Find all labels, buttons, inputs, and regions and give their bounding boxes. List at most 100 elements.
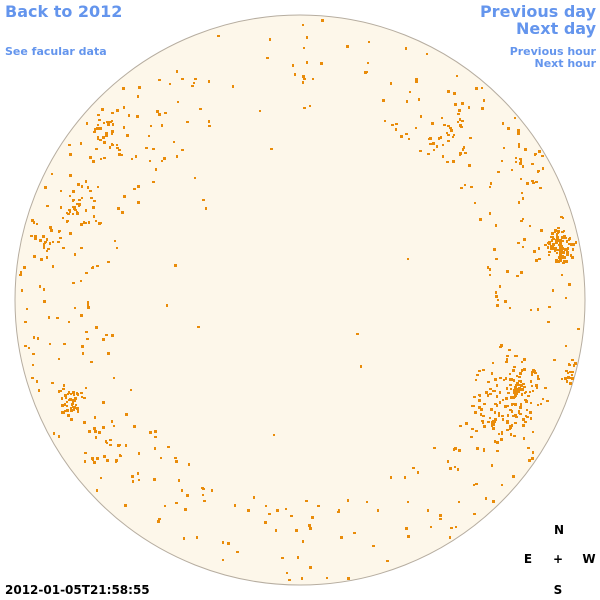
facula-pixel	[164, 112, 167, 114]
facula-pixel	[64, 410, 67, 412]
facula-pixel	[430, 526, 432, 528]
facula-pixel	[521, 192, 523, 194]
facula-pixel	[97, 124, 99, 126]
facula-pixel	[547, 321, 550, 323]
facula-pixel	[99, 127, 102, 130]
facula-pixel	[523, 238, 526, 241]
facula-pixel	[360, 365, 362, 368]
facula-pixel	[515, 392, 518, 395]
facula-pixel	[518, 410, 520, 412]
facula-pixel	[405, 47, 407, 50]
facula-pixel	[20, 271, 22, 274]
facula-pixel	[177, 101, 179, 103]
facula-pixel	[524, 421, 527, 423]
facula-pixel	[548, 243, 551, 245]
facula-pixel	[489, 274, 491, 276]
facula-pixel	[452, 160, 455, 163]
facula-pixel	[63, 384, 65, 387]
facula-pixel	[31, 377, 34, 379]
facula-pixel	[457, 468, 459, 471]
facula-pixel	[568, 363, 570, 366]
facula-pixel	[518, 380, 520, 382]
facula-pixel	[382, 99, 385, 102]
facula-pixel	[418, 98, 420, 101]
facula-pixel	[512, 475, 515, 478]
facula-pixel	[502, 399, 504, 401]
facula-pixel	[306, 36, 308, 39]
facula-pixel	[465, 422, 468, 425]
facula-pixel	[92, 160, 95, 163]
facula-pixel	[565, 237, 567, 239]
next-day-link[interactable]: Next day	[516, 19, 596, 38]
facula-pixel	[40, 258, 43, 261]
facula-pixel	[559, 251, 561, 253]
facula-pixel	[138, 479, 140, 481]
facula-pixel	[568, 243, 571, 245]
facula-pixel	[94, 416, 96, 419]
facula-pixel	[528, 459, 531, 462]
facula-pixel	[391, 124, 394, 126]
facula-pixel	[518, 411, 520, 414]
facula-pixel	[459, 118, 461, 121]
facula-pixel	[509, 373, 511, 375]
facula-pixel	[265, 505, 267, 507]
facula-pixel	[571, 374, 573, 376]
facula-pixel	[80, 223, 83, 226]
facula-pixel	[562, 217, 564, 219]
facula-pixel	[415, 78, 418, 81]
facula-pixel	[77, 410, 79, 413]
facula-pixel	[544, 387, 547, 389]
facula-pixel	[522, 165, 524, 168]
facula-pixel	[532, 451, 534, 454]
facula-pixel	[532, 390, 534, 392]
facula-pixel	[115, 459, 118, 462]
facula-pixel	[109, 121, 112, 123]
facula-pixel	[524, 148, 527, 151]
facula-pixel	[136, 115, 139, 118]
facula-pixel	[73, 408, 75, 411]
facula-pixel	[175, 460, 178, 463]
facula-pixel	[160, 457, 162, 459]
facula-pixel	[511, 410, 513, 413]
facula-pixel	[156, 110, 159, 113]
facula-pixel	[105, 334, 108, 336]
facula-pixel	[81, 197, 83, 199]
next-hour-link[interactable]: Next hour	[534, 57, 597, 70]
facula-pixel	[463, 146, 465, 149]
facula-pixel	[72, 402, 74, 405]
facula-pixel	[497, 171, 500, 173]
facula-pixel	[115, 461, 117, 463]
facula-pixel	[377, 509, 379, 512]
facula-pixel	[126, 134, 129, 137]
facula-pixel	[494, 378, 497, 381]
facula-pixel	[458, 109, 461, 112]
facula-pixel	[550, 245, 553, 247]
facula-pixel	[103, 157, 106, 159]
facula-pixel	[93, 216, 95, 218]
facula-pixel	[85, 331, 88, 333]
facula-pixel	[464, 152, 467, 154]
facula-pixel	[88, 221, 90, 224]
facula-pixel	[36, 380, 38, 383]
facula-pixel	[556, 252, 558, 254]
facula-pixel	[175, 502, 178, 504]
facula-pixel	[489, 268, 491, 271]
facula-pixel	[97, 137, 99, 140]
facula-pixel	[72, 190, 75, 193]
facula-pixel	[78, 203, 81, 206]
facula-pixel	[459, 124, 462, 127]
facula-pixel	[78, 199, 81, 201]
facula-pixel	[83, 397, 86, 399]
facula-pixel	[87, 186, 89, 189]
previous-hour-link[interactable]: Previous hour	[509, 45, 596, 58]
previous-day-link[interactable]: Previous day	[479, 2, 596, 21]
facula-pixel	[70, 232, 72, 234]
back-link[interactable]: Back to 2012	[5, 2, 123, 21]
facula-pixel	[571, 256, 574, 259]
facula-pixel	[518, 201, 520, 204]
facular-link[interactable]: See facular data	[5, 45, 107, 58]
facula-pixel	[150, 125, 152, 127]
facula-pixel	[85, 222, 87, 224]
facula-pixel	[102, 401, 105, 404]
facula-pixel	[77, 183, 80, 186]
